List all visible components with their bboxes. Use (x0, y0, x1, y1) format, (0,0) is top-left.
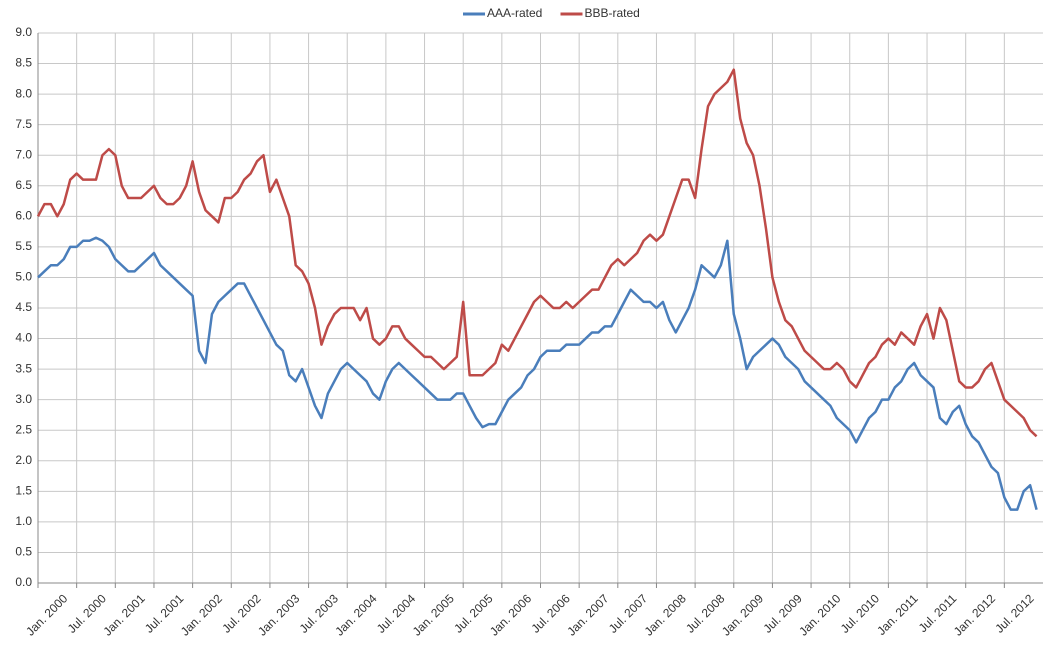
y-tick-label: 6.5 (15, 178, 32, 192)
y-tick-label: 7.5 (15, 117, 32, 131)
data-line (36, 68, 1038, 438)
x-tick-label: Jan. 2010 (796, 591, 843, 638)
x-tick-label: Jan. 2007 (564, 591, 611, 638)
y-tick-label: 9.0 (15, 25, 32, 39)
x-tick-label: Jan. 2009 (719, 591, 766, 638)
y-tick-label: 3.5 (15, 361, 32, 375)
y-tick-label: 0.0 (15, 575, 32, 589)
y-tick-label: 8.0 (15, 86, 32, 100)
y-tick-label: 2.0 (15, 453, 32, 467)
y-tick-label: 1.0 (15, 514, 32, 528)
x-tick-label: Jan. 2008 (642, 591, 689, 638)
y-tick-label: 7.0 (15, 147, 32, 161)
x-tick-label: Jan. 2004 (332, 591, 379, 638)
y-tick-label: 1.5 (15, 484, 32, 498)
legend-label: AAA-rated (487, 6, 542, 20)
x-tick-label: Jan. 2003 (255, 591, 302, 638)
legend-label: BBB-rated (585, 6, 640, 20)
x-tick-label: Jan. 2000 (23, 591, 70, 638)
y-tick-label: 5.5 (15, 239, 32, 253)
y-tick-label: 4.0 (15, 331, 32, 345)
x-tick-label: Jan. 2012 (951, 591, 998, 638)
y-tick-label: 4.5 (15, 300, 32, 314)
y-tick-label: 3.0 (15, 392, 32, 406)
y-tick-label: 2.5 (15, 422, 32, 436)
x-tick-label: Jan. 2002 (178, 591, 225, 638)
y-tick-label: 5.0 (15, 270, 32, 284)
data-line (37, 236, 1038, 511)
y-tick-label: 6.0 (15, 209, 32, 223)
y-tick-label: 8.5 (15, 56, 32, 70)
y-tick-label: 0.5 (15, 545, 32, 559)
x-tick-label: Jan. 2011 (874, 591, 921, 638)
x-tick-label: Jan. 2001 (100, 591, 147, 638)
x-tick-label: Jan. 2006 (487, 591, 534, 638)
x-tick-label: Jul. 2012 (992, 591, 1037, 636)
x-tick-label: Jan. 2005 (410, 591, 457, 638)
